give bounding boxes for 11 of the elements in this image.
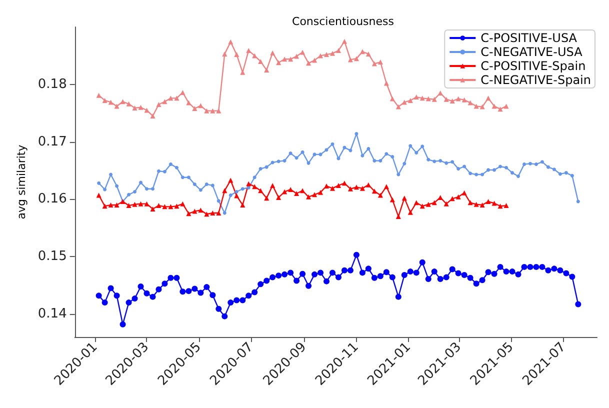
legend-label: C-POSITIVE-Spain bbox=[480, 59, 586, 73]
legend-label: C-NEGATIVE-Spain bbox=[480, 73, 592, 87]
y-axis-title: avg similarity bbox=[15, 144, 28, 220]
y-tick-label: 0.18 bbox=[38, 76, 67, 92]
y-tick-label: 0.17 bbox=[38, 134, 67, 150]
chart-title: Conscientiousness bbox=[292, 15, 394, 28]
legend-label: C-POSITIVE-USA bbox=[480, 31, 578, 45]
y-tick-label: 0.14 bbox=[38, 306, 67, 322]
y-tick-label: 0.16 bbox=[38, 192, 67, 207]
legend-label: C-NEGATIVE-USA bbox=[480, 45, 584, 59]
y-tick-label: 0.15 bbox=[38, 249, 67, 264]
